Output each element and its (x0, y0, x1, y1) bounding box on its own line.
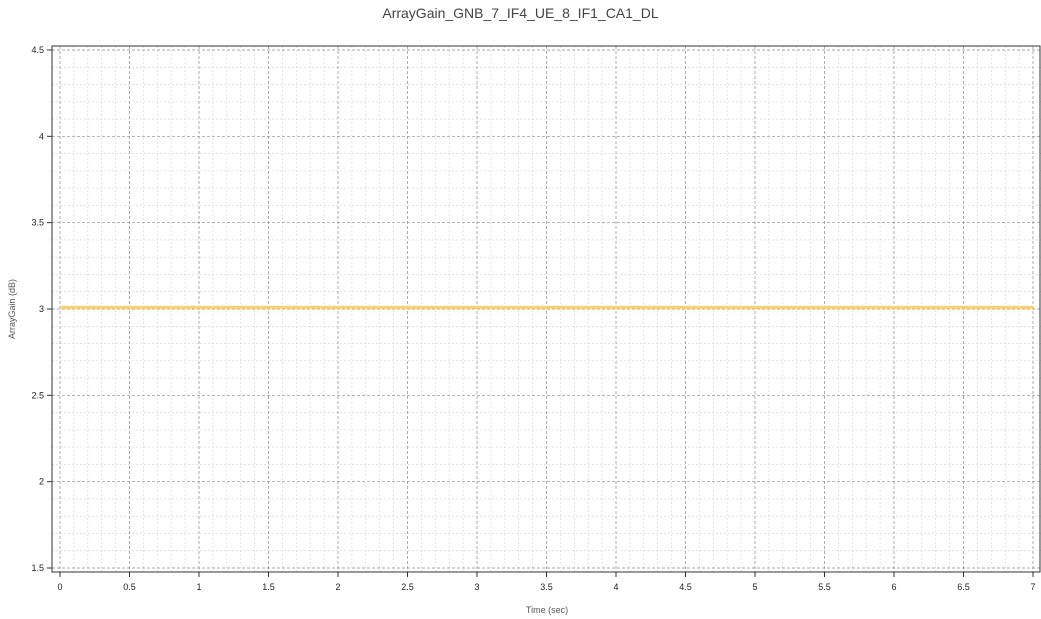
x-tick-label: 5 (752, 582, 757, 592)
x-tick-label: 7 (1030, 582, 1035, 592)
x-axis-label: Time (sec) (525, 605, 569, 615)
y-tick-label: 2.5 (31, 390, 44, 400)
x-tick-label: 1 (196, 582, 201, 592)
x-tick-label: 2 (335, 582, 340, 592)
x-tick-label: 0 (57, 582, 62, 592)
x-tick-label: 6 (891, 582, 896, 592)
x-tick-label: 1.5 (262, 582, 275, 592)
y-tick-label: 3.5 (31, 218, 44, 228)
y-tick-label: 1.5 (31, 563, 44, 573)
x-tick-label: 5.5 (818, 582, 831, 592)
y-tick-label: 4 (39, 131, 44, 141)
x-tick-label: 2.5 (401, 582, 414, 592)
y-tick-label: 4.5 (31, 45, 44, 55)
x-tick-label: 4 (613, 582, 618, 592)
x-tick-label: 3.5 (540, 582, 553, 592)
x-tick-label: 3 (474, 582, 479, 592)
y-tick-label: 3 (39, 304, 44, 314)
chart-title: ArrayGain_GNB_7_IF4_UE_8_IF1_CA1_DL (382, 5, 659, 21)
plot-frame (51, 45, 1041, 573)
x-tick-label: 0.5 (123, 582, 136, 592)
x-tick-label: 6.5 (957, 582, 970, 592)
x-tick-label: 4.5 (679, 582, 692, 592)
y-tick-label: 2 (39, 477, 44, 487)
